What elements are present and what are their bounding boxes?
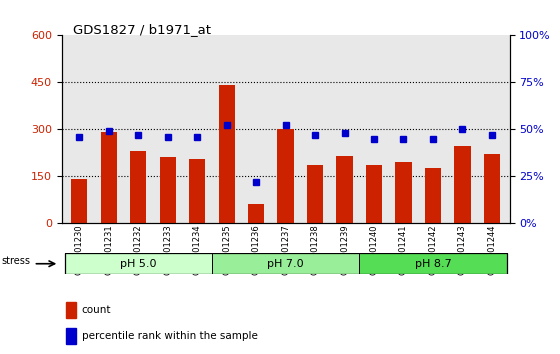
Text: pH 7.0: pH 7.0 xyxy=(267,259,304,269)
Text: pH 8.7: pH 8.7 xyxy=(414,259,451,269)
Bar xyxy=(278,129,293,223)
Bar xyxy=(360,253,507,274)
Bar xyxy=(71,179,87,223)
Bar xyxy=(395,162,412,223)
Text: stress: stress xyxy=(1,256,30,266)
Bar xyxy=(366,165,382,223)
Bar xyxy=(484,154,500,223)
Bar xyxy=(189,159,206,223)
Bar xyxy=(218,85,235,223)
Bar xyxy=(66,328,76,344)
Bar xyxy=(64,253,212,274)
Bar xyxy=(454,147,470,223)
Bar xyxy=(307,165,323,223)
Text: percentile rank within the sample: percentile rank within the sample xyxy=(82,331,258,341)
Bar xyxy=(66,302,76,318)
Bar xyxy=(160,157,176,223)
Text: GDS1827 / b1971_at: GDS1827 / b1971_at xyxy=(73,23,211,36)
Bar xyxy=(101,132,117,223)
Bar xyxy=(337,156,353,223)
Text: count: count xyxy=(82,305,111,315)
Bar xyxy=(248,204,264,223)
Bar xyxy=(425,168,441,223)
Bar xyxy=(212,253,360,274)
Text: pH 5.0: pH 5.0 xyxy=(120,259,156,269)
Bar xyxy=(130,151,146,223)
